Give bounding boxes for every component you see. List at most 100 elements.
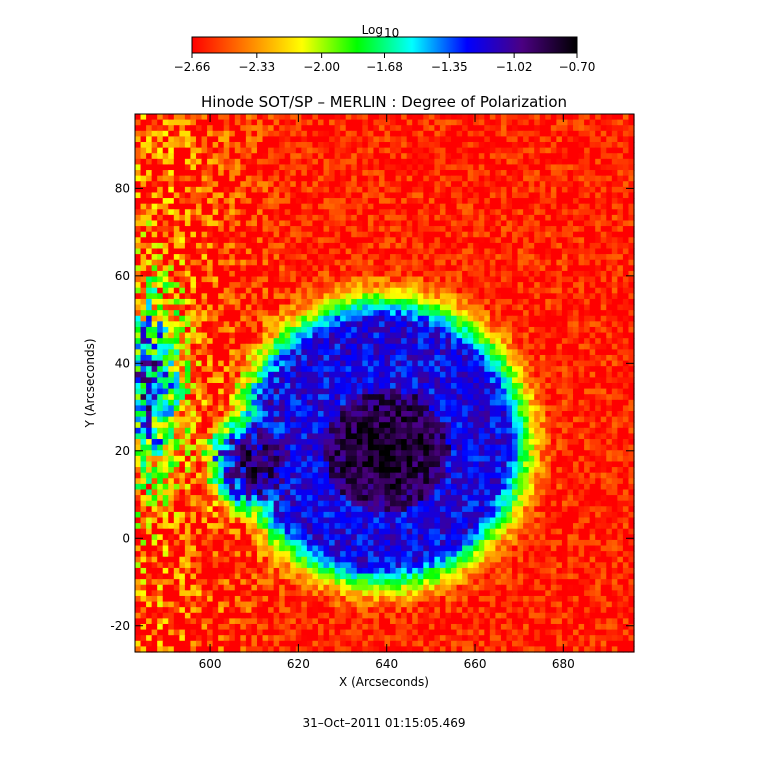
heatmap-cell	[611, 388, 618, 395]
heatmap-cell	[251, 231, 258, 238]
heatmap-cell	[500, 248, 508, 255]
heatmap-cell	[484, 416, 491, 423]
heatmap-cell	[273, 405, 280, 412]
heatmap-cell	[146, 265, 153, 272]
heatmap-cell	[301, 282, 308, 289]
heatmap-cell	[229, 411, 236, 418]
heatmap-cell	[384, 310, 391, 317]
heatmap-cell	[462, 383, 469, 390]
heatmap-cell	[417, 130, 424, 138]
heatmap-cell	[600, 287, 607, 294]
heatmap-cell	[462, 175, 469, 182]
heatmap-cell	[329, 248, 336, 255]
heatmap-cell	[439, 394, 447, 401]
heatmap-cell	[539, 226, 546, 233]
heatmap-cell	[478, 293, 485, 300]
heatmap-cell	[240, 153, 247, 160]
heatmap-cell	[462, 181, 469, 188]
heatmap-cell	[473, 153, 480, 160]
heatmap-cell	[223, 276, 230, 283]
heatmap-cell	[417, 310, 424, 317]
heatmap-cell	[395, 383, 402, 390]
heatmap-cell	[595, 203, 602, 210]
heatmap-cell	[135, 416, 142, 423]
heatmap-cell	[478, 164, 485, 171]
heatmap-cell	[190, 119, 197, 126]
heatmap-cell	[362, 125, 369, 132]
heatmap-cell	[611, 377, 618, 384]
heatmap-cell	[317, 181, 325, 188]
heatmap-cell	[151, 405, 158, 412]
heatmap-cell	[595, 248, 602, 255]
heatmap-cell	[207, 293, 214, 300]
heatmap-cell	[401, 265, 408, 272]
heatmap-cell	[345, 388, 352, 395]
heatmap-cell	[545, 383, 552, 390]
heatmap-cell	[146, 276, 153, 283]
heatmap-cell	[512, 214, 519, 222]
heatmap-cell	[356, 130, 363, 138]
heatmap-cell	[412, 231, 419, 238]
heatmap-cell	[584, 237, 591, 244]
heatmap-cell	[351, 186, 358, 194]
heatmap-cell	[329, 321, 336, 328]
heatmap-cell	[179, 366, 186, 373]
heatmap-cell	[151, 181, 158, 188]
heatmap-cell	[578, 383, 585, 390]
heatmap-cell	[140, 203, 147, 210]
heatmap-cell	[245, 226, 253, 233]
heatmap-cell	[423, 270, 430, 278]
heatmap-cell	[340, 130, 347, 138]
heatmap-cell	[395, 293, 402, 300]
heatmap-cell	[135, 293, 142, 300]
heatmap-cell	[489, 248, 496, 255]
heatmap-cell	[517, 220, 524, 227]
heatmap-cell	[417, 270, 424, 278]
heatmap-cell	[589, 147, 596, 154]
heatmap-cell	[567, 181, 574, 188]
heatmap-cell	[556, 175, 563, 182]
heatmap-cell	[351, 170, 358, 177]
heatmap-cell	[628, 405, 635, 412]
heatmap-cell	[550, 254, 557, 261]
heatmap-cell	[556, 293, 563, 300]
heatmap-cell	[334, 360, 341, 367]
heatmap-cell	[345, 354, 352, 362]
heatmap-cell	[390, 383, 397, 390]
heatmap-cell	[157, 366, 164, 373]
heatmap-cell	[162, 125, 169, 132]
heatmap-cell	[390, 259, 397, 266]
heatmap-cell	[589, 282, 596, 289]
heatmap-cell	[173, 293, 180, 300]
heatmap-cell	[445, 366, 452, 373]
heatmap-cell	[467, 119, 474, 126]
heatmap-cell	[578, 310, 585, 317]
heatmap-cell	[611, 192, 618, 199]
heatmap-cell	[351, 383, 358, 390]
heatmap-cell	[179, 153, 186, 160]
heatmap-cell	[595, 321, 602, 328]
heatmap-cell	[301, 338, 308, 345]
heatmap-cell	[617, 130, 624, 138]
heatmap-cell	[528, 192, 535, 199]
heatmap-cell	[273, 125, 280, 132]
heatmap-cell	[495, 209, 502, 216]
heatmap-cell	[561, 270, 569, 278]
heatmap-cell	[384, 298, 391, 306]
heatmap-cell	[567, 170, 574, 177]
heatmap-cell	[356, 360, 363, 367]
heatmap-cell	[179, 287, 186, 294]
heatmap-cell	[168, 164, 175, 171]
heatmap-cell	[245, 343, 253, 350]
heatmap-cell	[268, 220, 275, 227]
heatmap-cell	[517, 399, 524, 407]
heatmap-cell	[312, 114, 319, 121]
heatmap-cell	[550, 119, 557, 126]
heatmap-cell	[589, 226, 596, 233]
heatmap-cell	[179, 220, 186, 227]
heatmap-cell	[451, 276, 458, 283]
heatmap-cell	[412, 416, 419, 423]
heatmap-cell	[340, 383, 347, 390]
heatmap-cell	[390, 298, 397, 306]
heatmap-cell	[600, 136, 607, 143]
